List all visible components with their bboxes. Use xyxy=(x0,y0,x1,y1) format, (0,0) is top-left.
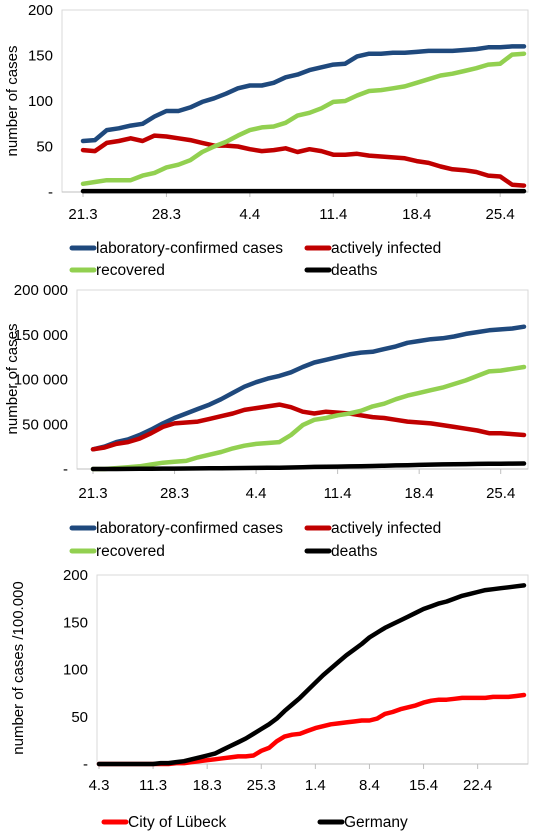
chart-panel-3: - 50 100 150 200 4.3 11.3 18.3 25.3 1.4 8.4 15.4 22.… xyxy=(10,567,529,831)
y-tick-label: 50 xyxy=(71,709,88,726)
x-tick-label: 11.3 xyxy=(139,777,167,794)
plot-area xyxy=(96,574,529,765)
legend: laboratory-confirmed cases actively infec… xyxy=(69,240,441,279)
y-tick-label: 50 000 xyxy=(22,416,68,433)
y-tick-label: 100 000 xyxy=(14,372,68,389)
x-tick-label: 4.4 xyxy=(239,206,260,223)
series-line-recovered xyxy=(80,51,527,187)
x-tick-label: 21.3 xyxy=(78,485,107,502)
x-tick-label: 28.3 xyxy=(152,206,181,223)
series-line-germany xyxy=(96,583,527,767)
x-tick-label: 15.4 xyxy=(409,777,438,794)
series-line-laboratory-confirmed-cases xyxy=(80,44,527,144)
legend-label: actively infected xyxy=(331,240,441,257)
x-tick-label: 11.4 xyxy=(319,206,347,223)
chart-panel-2: - 50 000 100 000 150 000 200 000 21.3 28.3 4.4 1… xyxy=(4,282,529,560)
x-tick-label: 4.4 xyxy=(246,485,267,502)
x-tick-label: 11.4 xyxy=(324,485,352,502)
y-tick-label: 50 xyxy=(36,139,53,156)
y-tick-label: 150 xyxy=(28,48,53,65)
y-tick-label: 100 xyxy=(63,662,88,679)
legend: laboratory-confirmed cases actively infec… xyxy=(69,520,441,560)
x-tick-label: 18.3 xyxy=(193,777,222,794)
x-tick-label: 25.3 xyxy=(247,777,276,794)
x-tick-label: 1.4 xyxy=(305,777,326,794)
series-line-laboratory-confirmed-cases xyxy=(90,324,527,452)
x-tick-label: 8.4 xyxy=(359,777,380,794)
y-tick-label: - xyxy=(63,461,68,478)
legend-label: laboratory-confirmed cases xyxy=(96,240,283,257)
y-tick-label: 150 000 xyxy=(14,327,68,344)
x-tick-label: 22.4 xyxy=(463,777,492,794)
x-tick-label: 25.4 xyxy=(486,206,515,223)
y-tick-label: 200 000 xyxy=(14,282,68,299)
legend-label: recovered xyxy=(96,543,165,560)
legend-label: recovered xyxy=(96,262,165,279)
legend-label: deaths xyxy=(331,262,378,279)
y-tick-label: 200 xyxy=(63,567,88,584)
y-axis-title: number of cases xyxy=(4,324,21,435)
y-tick-label: 200 xyxy=(28,2,53,19)
x-tick-label: 21.3 xyxy=(68,206,97,223)
y-tick-label: - xyxy=(48,184,53,201)
legend-label: deaths xyxy=(331,543,378,560)
x-tick-label: 4.3 xyxy=(89,777,110,794)
y-tick-label: - xyxy=(83,756,88,773)
y-axis-title: number of cases xyxy=(4,46,21,157)
x-tick-label: 25.4 xyxy=(486,485,515,502)
series-line-recovered xyxy=(90,364,527,472)
x-tick-label: 18.4 xyxy=(402,206,431,223)
x-tick-label: 18.4 xyxy=(405,485,434,502)
plot-area xyxy=(61,9,529,193)
series-line-deaths xyxy=(90,461,527,472)
legend-label: Germany xyxy=(344,814,408,831)
legend-label: City of Lübeck xyxy=(128,814,226,831)
legend: City of Lübeck Germany xyxy=(101,814,408,831)
y-axis-title: number of cases /100.000 xyxy=(10,581,27,754)
plot-area xyxy=(76,289,529,470)
legend-label: actively infected xyxy=(331,520,441,537)
y-tick-label: 150 xyxy=(63,614,88,631)
y-tick-label: 100 xyxy=(28,93,53,110)
chart-panel-1: - 50 100 150 200 21.3 28.3 4.4 11.4 18.4 25.4 numbe… xyxy=(4,2,529,279)
series-line-actively-infected xyxy=(80,133,527,188)
series-line-actively-infected xyxy=(90,402,527,452)
legend-label: laboratory-confirmed cases xyxy=(96,520,283,537)
x-tick-label: 28.3 xyxy=(160,485,189,502)
